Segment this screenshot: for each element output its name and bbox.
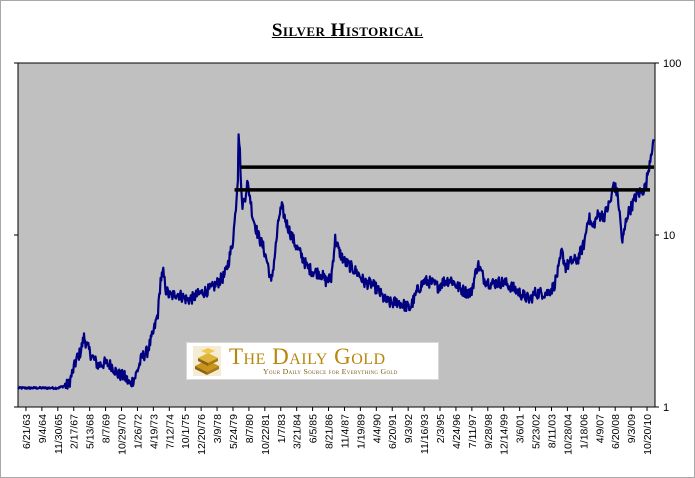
x-tick-label: 3/6/01 (515, 414, 527, 443)
x-tick-label: 5/13/68 (85, 414, 97, 449)
x-tick-label: 12/14/99 (499, 414, 511, 455)
x-tick-label: 10/1/75 (180, 414, 192, 449)
x-tick-label: 3/9/78 (212, 414, 224, 443)
x-tick-label: 7/11/97 (467, 414, 479, 448)
x-tick-label: 5/24/79 (228, 414, 240, 449)
x-tick-label: 6/5/85 (308, 414, 320, 443)
x-tick-label: 11/4/87 (339, 414, 351, 448)
x-tick-label: 10/28/04 (562, 414, 574, 455)
logo-tagline: Your Daily Source for Everything Gold (263, 367, 398, 376)
silver-price-line (17, 133, 655, 391)
x-tick-label: 1/26/72 (132, 414, 144, 449)
x-tick-label: 9/4/64 (37, 414, 49, 443)
x-tick-label: 4/4/90 (371, 414, 383, 443)
x-tick-label: 7/12/74 (164, 414, 176, 449)
x-tick-label: 8/7/69 (101, 414, 113, 443)
x-tick-label: 8/7/80 (244, 414, 256, 443)
plot-area: 1 10 100 6/21/63 9/4/64 11/30/65 2/17/67 5/13/6… (14, 58, 681, 455)
the-daily-gold-logo: The Daily Gold Your Daily Source for Eve… (186, 342, 439, 380)
x-tick-label: 4/24/96 (451, 414, 463, 449)
y-tick-label: 100 (663, 58, 681, 70)
x-tick-label: 12/20/76 (196, 414, 208, 455)
gold-bars-icon (193, 346, 221, 376)
x-tick-label: 10/22/81 (260, 414, 272, 455)
title-wrap: Silver Historical (0, 20, 695, 42)
x-tick-label: 11/16/93 (419, 414, 431, 454)
x-tick-label: 3/21/84 (292, 414, 304, 449)
logo-brand-name: The Daily Gold (229, 344, 386, 369)
x-tick-label: 1/19/89 (355, 414, 367, 449)
x-tick-label: 4/19/73 (148, 414, 160, 449)
y-tick-label: 1 (663, 402, 669, 414)
x-tick-label: 2/3/95 (435, 414, 447, 443)
x-tick-label: 6/21/63 (21, 414, 33, 449)
x-tick-label: 1/18/06 (578, 414, 590, 449)
x-tick-label: 4/9/07 (594, 414, 606, 443)
y-tick-label: 10 (663, 230, 675, 242)
x-tick-label: 6/20/91 (387, 414, 399, 449)
x-tick-label: 9/3/92 (403, 414, 415, 443)
x-tick-label: 9/3/09 (626, 414, 638, 443)
x-tick-label: 5/23/02 (531, 414, 543, 449)
x-tick-label: 1/7/83 (276, 414, 288, 443)
x-tick-label: 6/20/08 (610, 414, 622, 449)
chart-title: Silver Historical (271, 20, 424, 41)
x-tick-label: 11/30/65 (53, 414, 65, 454)
x-tick-label: 8/11/03 (546, 414, 558, 448)
x-tick-label: 9/28/98 (483, 414, 495, 449)
x-tick-label: 8/21/86 (324, 414, 336, 449)
x-tick-label: 10/20/10 (642, 414, 654, 455)
x-tick-label: 2/17/67 (69, 414, 81, 449)
x-tick-label: 10/29/70 (117, 414, 129, 455)
